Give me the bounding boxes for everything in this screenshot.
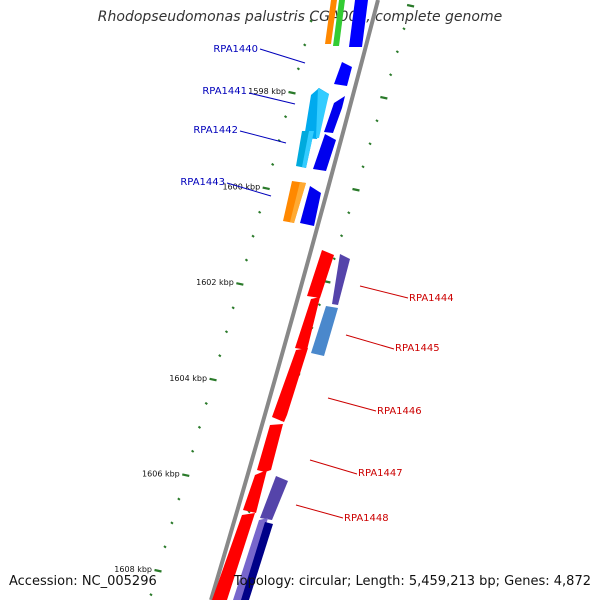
minor-tick (368, 142, 372, 146)
gene-arrow-rpa1441 (304, 88, 345, 139)
major-tick (288, 90, 296, 95)
gene-arrow-rpa1446 (272, 348, 308, 422)
genome-backbone (209, 0, 380, 600)
minor-tick (375, 119, 379, 123)
gene-arrow-rpa1442 (296, 131, 336, 171)
genome-summary-text: Topology: circular; Length: 5,459,213 bp… (233, 574, 591, 589)
accession-text: Accession: NC_005296 (9, 574, 157, 589)
minor-tick (197, 425, 202, 429)
tick-label: 1602 kbp (196, 278, 234, 287)
minor-tick (309, 19, 313, 23)
major-tick (154, 568, 162, 573)
minor-tick (251, 234, 255, 238)
minor-tick (247, 510, 251, 514)
minor-tick (271, 162, 275, 166)
minor-tick (149, 593, 153, 597)
minor-tick (218, 354, 222, 358)
minor-tick (204, 401, 208, 406)
gene-feature (325, 0, 368, 47)
minor-tick (347, 211, 351, 215)
tick-label: 1598 kbp (248, 87, 286, 96)
gene-label-rpa1444: RPA1444 (409, 293, 454, 304)
minor-tick (332, 257, 336, 261)
map-title: Rhodopseudomonas palustris CGA009, compl… (97, 9, 503, 25)
gene-arrow-rpa1447 (257, 424, 283, 472)
major-tick (182, 473, 190, 477)
gene-label-rpa1440: RPA1440 (213, 44, 258, 55)
gene-arrow-rpa1444 (307, 250, 350, 305)
minor-tick (170, 521, 174, 525)
gene-label-rpa1443: RPA1443 (180, 177, 225, 188)
major-tick (406, 3, 415, 8)
leader-lines (226, 48, 409, 519)
minor-tick (191, 449, 195, 453)
minor-tick (163, 545, 167, 549)
major-tick (352, 187, 360, 192)
gene-arrow-rpa1448 (243, 470, 288, 520)
gene-arrow-rpa1443 (283, 181, 321, 226)
minor-tick (361, 165, 365, 169)
minor-tick (244, 258, 249, 262)
major-tick (209, 377, 217, 382)
tick-label: 1604 kbp (169, 374, 207, 383)
gene-label-rpa1447: RPA1447 (358, 468, 403, 479)
minor-tick (231, 306, 235, 310)
tick-label: 1608 kbp (114, 565, 152, 574)
minor-tick (303, 43, 307, 47)
gene-feature (212, 513, 273, 600)
minor-tick (177, 497, 181, 501)
gene-label-rpa1445: RPA1445 (395, 343, 440, 354)
minor-tick (402, 27, 406, 31)
major-tick (236, 282, 244, 286)
minor-tick (283, 115, 288, 119)
gene-label-rpa1441: RPA1441 (202, 86, 247, 97)
minor-tick (317, 303, 322, 307)
minor-tick (224, 330, 229, 334)
gene-label-rpa1448: RPA1448 (344, 513, 389, 524)
minor-tick (389, 73, 393, 77)
tick-label: 1606 kbp (142, 469, 180, 478)
minor-tick (296, 67, 300, 71)
major-tick (262, 186, 270, 191)
gene-arrow-rpa1440 (334, 62, 352, 86)
minor-tick (395, 50, 399, 54)
minor-tick (339, 234, 344, 238)
minor-tick (258, 210, 262, 214)
gene-arrow-rpa1445 (295, 297, 338, 356)
feature-layer (212, 0, 368, 600)
gene-label-rpa1446: RPA1446 (377, 406, 422, 417)
gene-label-rpa1442: RPA1442 (193, 125, 238, 136)
gene-labels: RPA1440 RPA1441 RPA1442 RPA1443 RPA1444 … (180, 44, 453, 524)
major-tick (380, 95, 388, 100)
